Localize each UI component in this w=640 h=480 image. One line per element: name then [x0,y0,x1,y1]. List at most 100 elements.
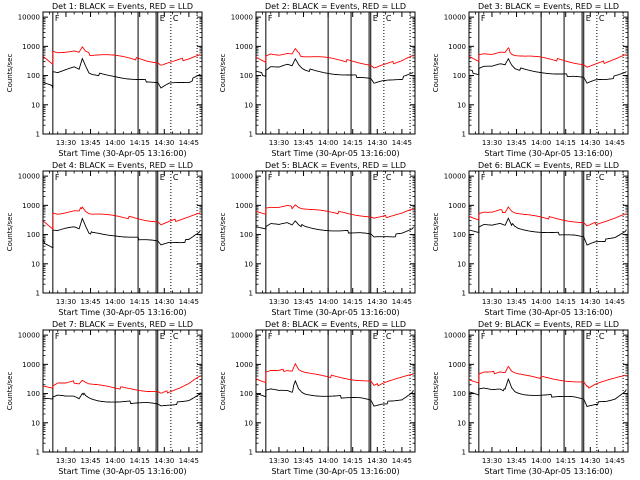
y-axis-label: Counts/sec [219,213,227,252]
y-tick-label: 10 [31,260,40,268]
x-axis-label: Start Time (30-Apr-05 13:16:00) [484,467,612,476]
y-tick-label: 1000 [448,361,466,369]
panel-det-3: Det 3: BLACK = Events, RED = LLD Counts/s… [432,2,629,158]
y-tick-label: 10 [457,260,466,268]
series-line-lld [43,206,201,230]
series-line-events [256,57,414,84]
y-axis-label: Counts/sec [432,54,440,93]
x-tick-label: 14:45 [392,139,412,147]
y-axis-label: Counts/sec [432,372,440,411]
y-axis-label: Counts/sec [6,213,14,252]
series-line-lld [43,375,201,394]
marker-label: E [160,332,165,341]
chart-title: Det 1: BLACK = Events, RED = LLD [52,2,193,11]
panel-det-9: Det 9: BLACK = Events, RED = LLD Counts/s… [432,320,629,476]
x-tick-label: 14:45 [392,298,412,306]
marker-label: E [373,14,378,23]
plot-frame [42,11,203,135]
x-tick-label: 13:30 [56,139,76,147]
y-tick-label: 100 [240,231,253,239]
x-tick-label: 14:15 [343,457,363,465]
x-tick-label: 13:30 [269,139,289,147]
x-tick-label: 14:15 [130,457,150,465]
marker-label: E [586,332,591,341]
x-tick-label: 13:45 [293,298,313,306]
x-tick-label: 14:45 [605,139,625,147]
y-tick-label: 100 [453,231,466,239]
x-tick-label: 14:30 [580,139,600,147]
x-tick-label: 14:15 [343,139,363,147]
chart-title: Det 9: BLACK = Events, RED = LLD [478,320,619,329]
y-tick-label: 1 [36,131,40,139]
series-line-events [43,392,201,407]
marker-label: E [586,14,591,23]
y-tick-label: 1000 [22,43,40,51]
series-line-lld [469,47,627,68]
marker-label: E [373,332,378,341]
x-axis-label: Start Time (30-Apr-05 13:16:00) [271,149,399,158]
x-tick-label: 14:30 [580,298,600,306]
chart-title: Det 6: BLACK = Events, RED = LLD [478,161,619,170]
y-tick-label: 1 [249,449,253,457]
x-tick-label: 14:30 [154,298,174,306]
x-tick-label: 14:30 [367,457,387,465]
x-tick-label: 14:45 [605,457,625,465]
panel-det-1: Det 1: BLACK = Events, RED = LLD Counts/s… [6,2,203,158]
y-tick-label: 100 [453,390,466,398]
y-tick-label: 1 [462,449,466,457]
marker-label: C [173,173,179,182]
plot-frame [42,170,203,294]
series-line-lld [256,362,414,387]
y-tick-label: 1 [36,449,40,457]
x-tick-label: 13:30 [482,298,502,306]
x-axis-label: Start Time (30-Apr-05 13:16:00) [484,308,612,317]
series-line-events [469,57,627,84]
marker-label: C [386,173,392,182]
x-axis-label: Start Time (30-Apr-05 13:16:00) [271,467,399,476]
y-axis-label: Counts/sec [6,372,14,411]
chart-title: Det 8: BLACK = Events, RED = LLD [265,320,406,329]
y-tick-label: 1000 [22,361,40,369]
series-line-lld [469,365,627,389]
y-tick-label: 10000 [231,332,253,340]
y-tick-label: 100 [240,390,253,398]
x-tick-label: 13:45 [506,457,526,465]
panel-det-7: Det 7: BLACK = Events, RED = LLD Counts/s… [6,320,203,476]
y-tick-label: 10000 [231,14,253,22]
marker-label: C [173,332,179,341]
x-axis-label: Start Time (30-Apr-05 13:16:00) [484,149,612,158]
x-tick-label: 14:00 [105,298,125,306]
marker-label: E [160,14,165,23]
x-tick-label: 14:30 [367,298,387,306]
x-tick-label: 14:45 [605,298,625,306]
y-tick-label: 100 [27,231,40,239]
y-tick-label: 1000 [22,202,40,210]
x-tick-label: 14:45 [179,298,199,306]
x-tick-label: 14:00 [105,457,125,465]
chart-title: Det 7: BLACK = Events, RED = LLD [52,320,193,329]
y-tick-label: 100 [27,390,40,398]
x-tick-label: 14:15 [343,298,363,306]
y-tick-label: 10 [457,419,466,427]
chart-title: Det 3: BLACK = Events, RED = LLD [478,2,619,11]
y-tick-label: 10000 [18,332,40,340]
panel-det-2: Det 2: BLACK = Events, RED = LLD Counts/s… [219,2,416,158]
marker-label: F [268,332,273,341]
x-tick-label: 14:45 [179,457,199,465]
x-axis-label: Start Time (30-Apr-05 13:16:00) [271,308,399,317]
marker-label: C [386,14,392,23]
marker-label: C [599,14,605,23]
x-tick-label: 14:30 [154,139,174,147]
marker-label: E [586,173,591,182]
marker-label: F [268,14,273,23]
x-axis-label: Start Time (30-Apr-05 13:16:00) [58,308,186,317]
x-tick-label: 14:00 [318,139,338,147]
y-tick-label: 100 [27,72,40,80]
marker-label: F [55,173,60,182]
x-axis-label: Start Time (30-Apr-05 13:16:00) [58,149,186,158]
x-tick-label: 14:00 [318,457,338,465]
x-tick-label: 14:00 [531,298,551,306]
x-tick-label: 13:45 [80,139,100,147]
x-tick-label: 13:30 [269,457,289,465]
